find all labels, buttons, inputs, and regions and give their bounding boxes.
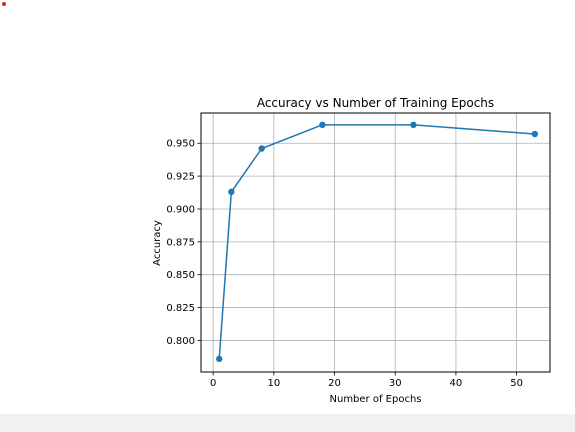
x-tick-label: 40 [450,378,463,389]
x-tick-label: 30 [389,378,402,389]
series [216,121,539,363]
corner-marker-dot [2,2,6,6]
data-point [228,188,235,196]
data-point [531,130,539,138]
data-point [319,121,326,129]
y-tick-label: 0.925 [166,172,195,183]
x-tick-label: 10 [267,378,280,389]
y-tick-label: 0.800 [166,336,195,347]
data-point [216,355,223,363]
y-tick-label: 0.850 [166,270,195,281]
grid [201,113,550,372]
y-tick-label: 0.875 [166,237,195,248]
y-axis-label: Accuracy [152,220,163,266]
x-axis-ticks: 0 10 20 30 40 50 [210,372,523,389]
x-tick-label: 50 [510,378,523,389]
y-axis-ticks: 0.800 0.825 0.850 0.875 0.900 0.925 0.950 [166,139,201,347]
data-point [258,145,265,152]
x-tick-label: 20 [328,378,341,389]
chart-title: Accuracy vs Number of Training Epochs [257,96,494,110]
y-tick-label: 0.950 [166,139,195,150]
x-tick-label: 0 [210,378,216,389]
bottom-band [0,414,575,432]
series-line-accuracy [218,124,535,359]
x-axis-label: Number of Epochs [330,394,422,405]
y-tick-label: 0.825 [166,303,195,314]
axes-frame [200,112,551,373]
data-point [410,121,417,129]
y-tick-label: 0.900 [166,204,195,215]
